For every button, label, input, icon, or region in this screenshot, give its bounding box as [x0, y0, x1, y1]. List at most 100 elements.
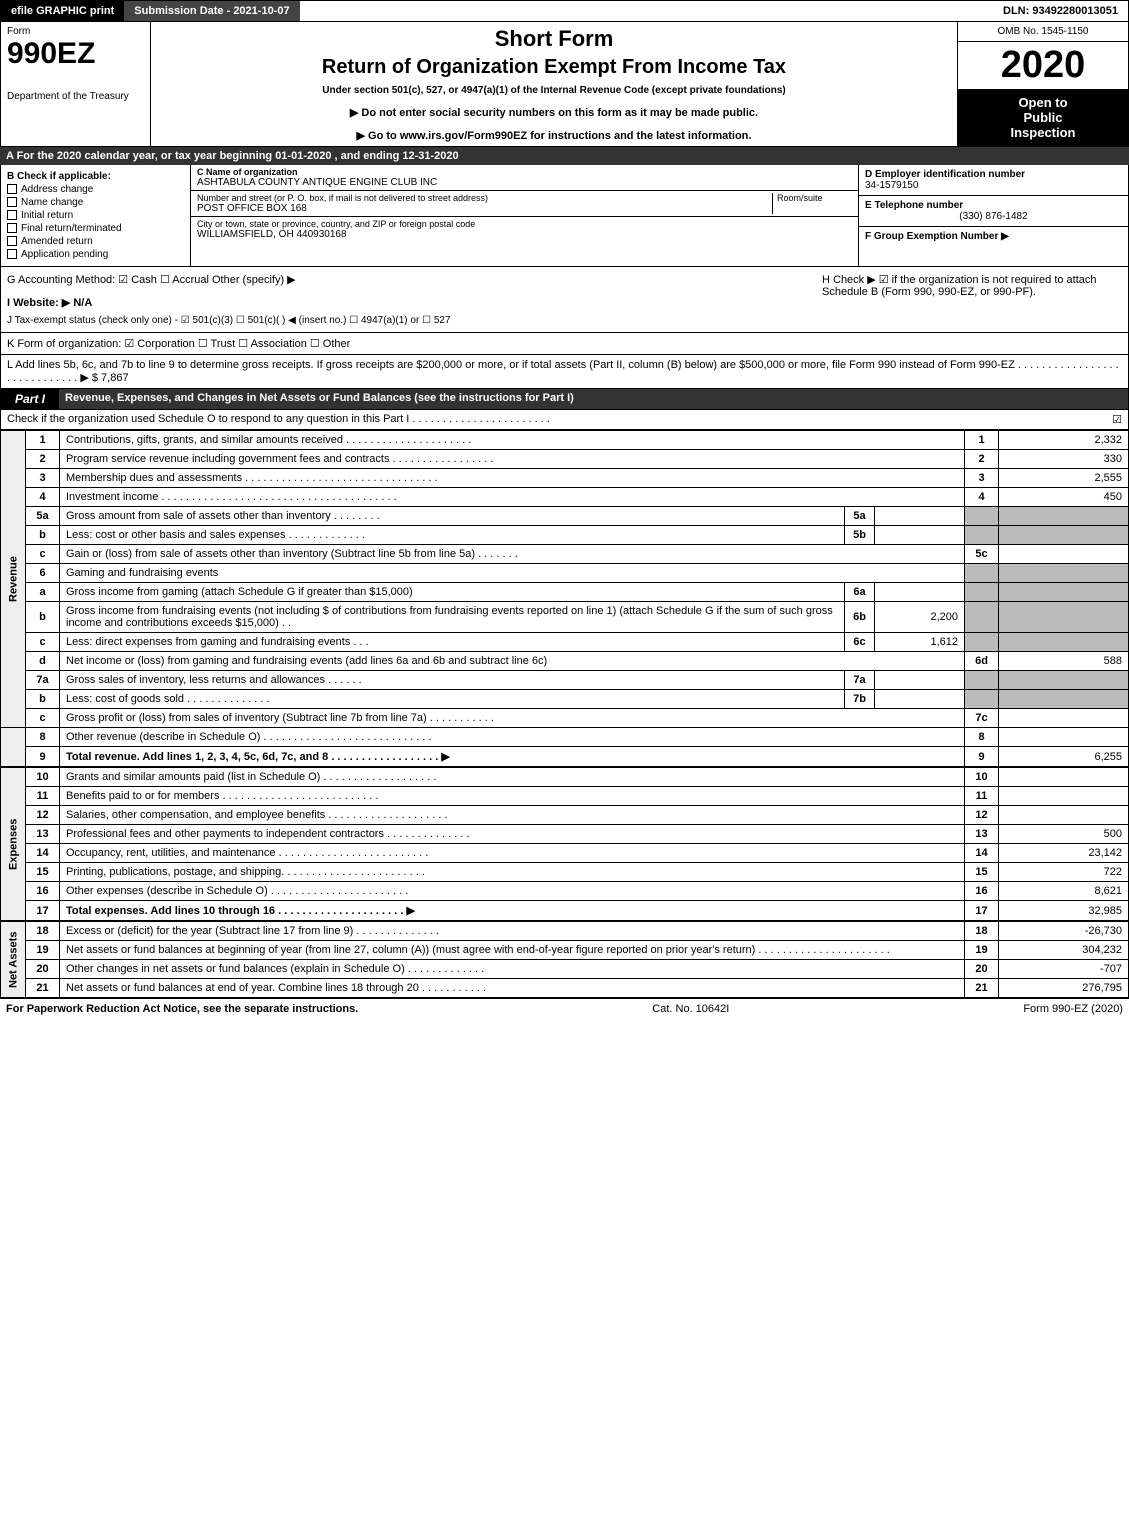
- part1-label: Part I: [1, 389, 59, 409]
- form-number: 990EZ: [7, 37, 144, 71]
- row-5a: 5a Gross amount from sale of assets othe…: [1, 507, 1129, 526]
- row-18: Net Assets 18 Excess or (deficit) for th…: [1, 922, 1129, 941]
- row-7b: b Less: cost of goods sold . . . . . . .…: [1, 690, 1129, 709]
- row-8: 8 Other revenue (describe in Schedule O)…: [1, 728, 1129, 747]
- row-4: 4 Investment income . . . . . . . . . . …: [1, 488, 1129, 507]
- city: WILLIAMSFIELD, OH 440930168: [197, 229, 852, 240]
- row-9: 9 Total revenue. Add lines 1, 2, 3, 4, 5…: [1, 747, 1129, 767]
- row-5b: b Less: cost or other basis and sales ex…: [1, 526, 1129, 545]
- title-short-form: Short Form: [157, 26, 951, 52]
- box-def: D Employer identification number 34-1579…: [858, 165, 1128, 266]
- opt-final-return[interactable]: Final return/terminated: [7, 223, 184, 234]
- ln-1: 1: [965, 431, 999, 450]
- open-line3: Inspection: [1010, 125, 1075, 140]
- line-k: K Form of organization: ☑ Corporation ☐ …: [0, 333, 1129, 355]
- num-1: 1: [26, 431, 60, 450]
- header-left: Form 990EZ Department of the Treasury: [1, 22, 151, 146]
- row-17: 17Total expenses. Add lines 10 through 1…: [1, 901, 1129, 921]
- netassets-table: Net Assets 18 Excess or (deficit) for th…: [0, 921, 1129, 998]
- label-org-name: C Name of organization: [197, 167, 852, 177]
- line-h: H Check ▶ ☑ if the organization is not r…: [812, 273, 1122, 326]
- label-group: F Group Exemption Number ▶: [865, 231, 1122, 242]
- opt-application-pending[interactable]: Application pending: [7, 249, 184, 260]
- efile-label[interactable]: efile GRAPHIC print: [1, 1, 124, 21]
- row-11: 11Benefits paid to or for members . . . …: [1, 787, 1129, 806]
- part1-check-row: Check if the organization used Schedule …: [0, 410, 1129, 430]
- ghij-left: G Accounting Method: ☑ Cash ☐ Accrual Ot…: [7, 273, 812, 326]
- page-footer: For Paperwork Reduction Act Notice, see …: [0, 998, 1129, 1019]
- footer-right: Form 990-EZ (2020): [1023, 1003, 1123, 1015]
- row-14: 14Occupancy, rent, utilities, and mainte…: [1, 844, 1129, 863]
- box-e: E Telephone number (330) 876-1482: [859, 196, 1128, 227]
- subtitle: Under section 501(c), 527, or 4947(a)(1)…: [157, 85, 951, 96]
- revenue-table: Revenue 1 Contributions, gifts, grants, …: [0, 430, 1129, 767]
- room-label: Room/suite: [777, 193, 852, 203]
- header-right: OMB No. 1545-1150 2020 Open to Public In…: [958, 22, 1128, 146]
- opt-address-change[interactable]: Address change: [7, 184, 184, 195]
- vert-revenue: Revenue: [1, 431, 26, 728]
- omb-number: OMB No. 1545-1150: [958, 22, 1128, 42]
- box-f: F Group Exemption Number ▶: [859, 227, 1128, 246]
- title-return: Return of Organization Exempt From Incom…: [157, 56, 951, 79]
- vert-netassets: Net Assets: [1, 922, 26, 998]
- label-addr: Number and street (or P. O. box, if mail…: [197, 193, 772, 203]
- label-phone: E Telephone number: [865, 200, 1122, 211]
- section-ghij: G Accounting Method: ☑ Cash ☐ Accrual Ot…: [0, 267, 1129, 333]
- row-19: 19Net assets or fund balances at beginni…: [1, 941, 1129, 960]
- row-13: 13Professional fees and other payments t…: [1, 825, 1129, 844]
- row-6c: c Less: direct expenses from gaming and …: [1, 633, 1129, 652]
- row-1: Revenue 1 Contributions, gifts, grants, …: [1, 431, 1129, 450]
- row-10: Expenses 10 Grants and similar amounts p…: [1, 768, 1129, 787]
- label-ein: D Employer identification number: [865, 169, 1122, 180]
- addr: POST OFFICE BOX 168: [197, 203, 772, 214]
- row-2: 2 Program service revenue including gove…: [1, 450, 1129, 469]
- notice-link: ▶ Go to www.irs.gov/Form990EZ for instru…: [157, 129, 951, 142]
- dln: DLN: 93492280013051: [993, 1, 1128, 21]
- part1-header-row: Part I Revenue, Expenses, and Changes in…: [0, 389, 1129, 410]
- row-5c: c Gain or (loss) from sale of assets oth…: [1, 545, 1129, 564]
- open-line1: Open to: [1018, 95, 1067, 110]
- box-d: D Employer identification number 34-1579…: [859, 165, 1128, 196]
- opt-amended-return[interactable]: Amended return: [7, 236, 184, 247]
- opt-name-change[interactable]: Name change: [7, 197, 184, 208]
- box-c: C Name of organization ASHTABULA COUNTY …: [191, 165, 858, 266]
- row-7c: c Gross profit or (loss) from sales of i…: [1, 709, 1129, 728]
- row-6d: d Net income or (loss) from gaming and f…: [1, 652, 1129, 671]
- top-bar: efile GRAPHIC print Submission Date - 20…: [0, 0, 1129, 22]
- label-city: City or town, state or province, country…: [197, 219, 852, 229]
- notice-link-text[interactable]: ▶ Go to www.irs.gov/Form990EZ for instru…: [357, 130, 752, 142]
- box-b-title: B Check if applicable:: [7, 171, 184, 182]
- submission-date: Submission Date - 2021-10-07: [124, 1, 299, 21]
- opt-initial-return[interactable]: Initial return: [7, 210, 184, 221]
- desc-1: Contributions, gifts, grants, and simila…: [60, 431, 965, 450]
- row-15: 15Printing, publications, postage, and s…: [1, 863, 1129, 882]
- part1-checkbox[interactable]: ☑: [1102, 413, 1122, 426]
- header-mid: Short Form Return of Organization Exempt…: [151, 22, 958, 146]
- part1-title: Revenue, Expenses, and Changes in Net As…: [59, 389, 1128, 409]
- row-12: 12Salaries, other compensation, and empl…: [1, 806, 1129, 825]
- org-name: ASHTABULA COUNTY ANTIQUE ENGINE CLUB INC: [197, 177, 852, 188]
- row-20: 20Other changes in net assets or fund ba…: [1, 960, 1129, 979]
- city-row: City or town, state or province, country…: [191, 217, 858, 242]
- org-name-row: C Name of organization ASHTABULA COUNTY …: [191, 165, 858, 191]
- form-header: Form 990EZ Department of the Treasury Sh…: [0, 22, 1129, 147]
- tax-year: 2020: [958, 42, 1128, 89]
- row-6a: a Gross income from gaming (attach Sched…: [1, 583, 1129, 602]
- form-word: Form: [7, 26, 144, 37]
- phone: (330) 876-1482: [865, 211, 1122, 222]
- open-to-public: Open to Public Inspection: [958, 89, 1128, 146]
- section-bcdef: B Check if applicable: Address change Na…: [0, 165, 1129, 267]
- dept-treasury: Department of the Treasury: [7, 91, 144, 102]
- expenses-table: Expenses 10 Grants and similar amounts p…: [0, 767, 1129, 921]
- line-j: J Tax-exempt status (check only one) - ☑…: [7, 315, 812, 326]
- row-6b: b Gross income from fundraising events (…: [1, 602, 1129, 633]
- line-a: A For the 2020 calendar year, or tax yea…: [0, 147, 1129, 165]
- box-b: B Check if applicable: Address change Na…: [1, 165, 191, 266]
- val-1: 2,332: [999, 431, 1129, 450]
- row-3: 3 Membership dues and assessments . . . …: [1, 469, 1129, 488]
- vert-expenses: Expenses: [1, 768, 26, 921]
- line-l: L Add lines 5b, 6c, and 7b to line 9 to …: [0, 355, 1129, 389]
- footer-mid: Cat. No. 10642I: [652, 1003, 729, 1015]
- row-6: 6 Gaming and fundraising events: [1, 564, 1129, 583]
- line-i: I Website: ▶ N/A: [7, 296, 812, 309]
